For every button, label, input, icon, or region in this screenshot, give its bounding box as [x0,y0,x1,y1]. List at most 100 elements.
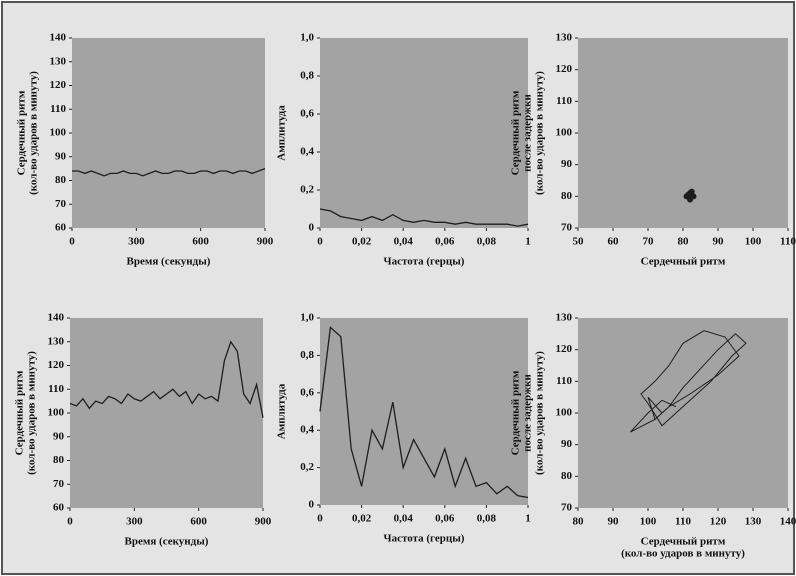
plot-area [578,318,788,508]
x-tick-label: 130 [745,516,762,528]
x-tick-label: 0,02 [352,513,372,525]
data-line [319,326,529,499]
x-tick-label: 60 [608,236,620,248]
y-axis-label: (кол-во ударов в минуту) [28,71,40,195]
y-tick-label: 90 [55,150,67,162]
x-axis-label: Частота (герцы) [384,533,465,545]
x-axis-label: (кол-во ударов в минуту) [621,548,745,560]
plot-area [578,38,788,228]
x-tick-label: 0,04 [394,236,414,248]
y-tick-label: 0,6 [300,386,314,398]
y-tick-label: 0,8 [300,349,314,361]
y-tick-label: 0,2 [300,461,314,473]
x-tick-label: 0,08 [477,236,497,248]
y-tick-label: 70 [53,478,65,490]
x-tick-label: 80 [678,236,690,248]
y-tick-label: 110 [48,383,64,395]
y-tick-label: 130 [50,55,67,67]
y-tick-label: 100 [556,127,573,139]
y-axis-label: (кол-во ударов в минуту) [534,71,546,195]
y-tick-label: 130 [556,312,573,324]
y-tick-label: 70 [55,198,67,210]
y-tick-label: 140 [48,312,65,324]
y-tick-label: 0,2 [300,184,314,196]
x-tick-label: 90 [608,516,620,528]
x-tick-label: 120 [710,516,727,528]
x-tick-label: 50 [573,236,585,248]
x-axis-label: Время (секунды) [125,536,209,548]
y-tick-label: 120 [48,359,65,371]
y-tick-label: 140 [50,32,67,44]
y-axis-label: Амплитуда [276,383,288,439]
y-tick-label: 60 [53,502,65,514]
y-tick-label: 110 [556,95,572,107]
x-axis-label: Частота (герцы) [384,256,465,268]
x-axis-label: Время (секунды) [127,256,211,268]
x-tick-label: 140 [780,516,796,528]
y-axis-label: (кол-во ударов в минуту) [534,351,546,475]
data-line [69,340,264,418]
y-tick-label: 90 [561,158,573,170]
x-tick-label: 80 [573,516,585,528]
x-tick-label: 300 [128,236,145,248]
y-tick-label: 1,0 [300,312,314,324]
x-tick-label: 0,04 [394,513,414,525]
x-tick-label: 0 [317,513,323,525]
y-tick-label: 120 [556,343,573,355]
plot-area [320,38,528,228]
x-tick-label: 110 [675,516,691,528]
x-axis-label: Сердечный ритм [641,536,726,548]
y-tick-label: 80 [53,454,65,466]
y-tick-label: 100 [50,127,67,139]
x-tick-label: 600 [190,516,207,528]
x-tick-label: 110 [780,236,796,248]
y-tick-label: 0 [309,222,315,234]
x-axis-label: Сердечный ритм [641,256,726,268]
y-tick-label: 130 [556,32,573,44]
y-axis-label: после задержки [522,374,534,452]
x-tick-label: 0,02 [352,236,372,248]
x-tick-label: 90 [713,236,725,248]
y-axis-label: Сердечный ритм [510,370,522,455]
x-tick-label: 0 [69,236,75,248]
phase-trajectory [630,330,747,433]
y-tick-label: 0 [309,499,315,511]
y-tick-label: 80 [55,174,67,186]
x-tick-label: 1 [525,513,531,525]
y-tick-label: 130 [48,335,65,347]
x-tick-label: 0 [67,516,73,528]
y-tick-label: 90 [561,438,573,450]
data-point [687,196,693,203]
y-tick-label: 90 [53,430,65,442]
y-tick-label: 80 [561,190,573,202]
y-axis-label: (кол-во ударов в минуту) [26,351,38,475]
y-tick-label: 70 [561,222,573,234]
x-tick-label: 0,06 [435,236,455,248]
plot-area [70,318,263,508]
x-tick-label: 100 [745,236,762,248]
y-axis-label: Амплитуда [276,105,288,161]
y-tick-label: 80 [561,470,573,482]
x-tick-label: 900 [257,236,274,248]
data-line [72,167,266,177]
x-tick-label: 0,08 [477,513,497,525]
y-axis-label: после задержки [522,94,534,172]
x-tick-label: 100 [640,516,657,528]
x-tick-label: 0,06 [435,513,455,525]
y-axis-label: Сердечный ритм [16,90,28,175]
y-tick-label: 1,0 [300,32,314,44]
x-tick-label: 70 [643,236,655,248]
y-tick-label: 100 [556,407,573,419]
y-tick-label: 120 [556,63,573,75]
y-axis-label: Сердечный ритм [14,370,26,455]
y-tick-label: 60 [55,222,67,234]
y-tick-label: 120 [50,79,67,91]
plot-area [320,318,528,505]
y-tick-label: 0,8 [300,70,314,82]
data-line [319,208,529,227]
x-tick-label: 1 [525,236,531,248]
y-tick-label: 110 [50,103,66,115]
y-tick-label: 70 [561,502,573,514]
y-tick-label: 0,4 [300,146,314,158]
